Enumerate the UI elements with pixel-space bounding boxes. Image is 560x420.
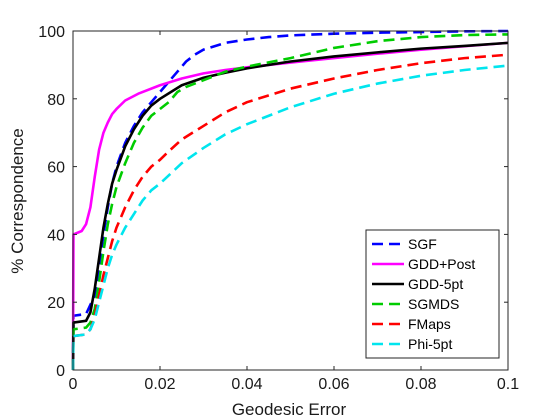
y-tick-label: 0 xyxy=(56,363,65,380)
x-tick-label: 0.08 xyxy=(405,376,436,393)
x-tick-label: 0.02 xyxy=(144,376,175,393)
legend-label: Phi-5pt xyxy=(408,336,452,352)
x-tick-label: 0.04 xyxy=(231,376,262,393)
series-line-5 xyxy=(71,64,509,371)
axes-frame xyxy=(72,30,509,371)
legend-box xyxy=(365,229,500,359)
legend: SGF GDD+Post GDD-5pt SGMDS FMaps Phi-5pt xyxy=(365,229,500,359)
x-tick-label: 0.1 xyxy=(497,376,519,393)
y-tick-label: 60 xyxy=(47,160,65,177)
legend-label: GDD-5pt xyxy=(408,276,463,292)
axes-layer: 0 0.02 0.04 0.06 0.08 0.1 0 20 40 60 80 100 xyxy=(38,24,519,393)
x-axis-label: Geodesic Error xyxy=(232,400,347,419)
series-line-2 xyxy=(71,41,509,371)
x-tick-label: 0 xyxy=(69,376,78,393)
legend-label: SGMDS xyxy=(408,296,459,312)
x-tick-label: 0.06 xyxy=(318,376,349,393)
y-tick-label: 40 xyxy=(47,227,65,244)
legend-label: FMaps xyxy=(408,316,451,332)
series-layer xyxy=(71,29,509,371)
y-tick-label: 20 xyxy=(47,295,65,312)
series-line-1 xyxy=(71,41,509,371)
series-line-0 xyxy=(71,29,509,371)
y-axis-label: % Correspondence xyxy=(8,128,27,274)
y-tick-label: 100 xyxy=(38,24,65,41)
legend-label: SGF xyxy=(408,236,437,252)
y-tick-label: 80 xyxy=(47,92,65,109)
legend-label: GDD+Post xyxy=(408,256,475,272)
series-line-3 xyxy=(71,33,509,371)
